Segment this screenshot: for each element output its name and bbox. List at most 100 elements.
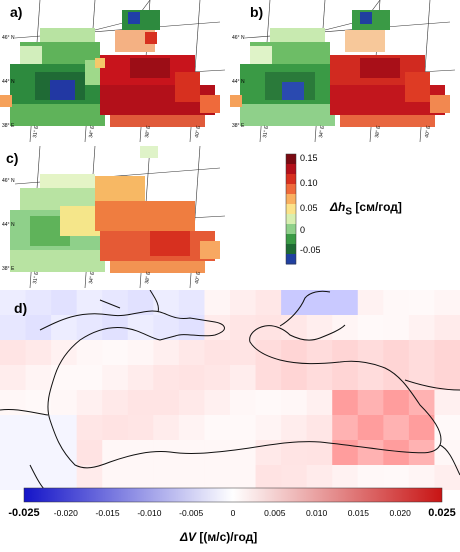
colorbar-v-bar [23, 487, 443, 503]
panel-d-cell [255, 290, 282, 316]
panel-a-label: a) [10, 4, 23, 20]
panel-d-cell [306, 315, 333, 341]
panel-d-cell [76, 415, 103, 441]
colorbar-hs-unit: [см/год] [352, 200, 402, 214]
panel-d-cell [25, 465, 52, 491]
colorbar-hs-swatch [286, 244, 296, 255]
panel-d-cell [408, 465, 435, 491]
panel-d-cell [178, 365, 205, 391]
panel-d-cell [408, 365, 435, 391]
panel-d-cell [178, 465, 205, 491]
colorbar-hs-swatch [286, 254, 296, 265]
colorbar-hs-swatch [286, 204, 296, 215]
panel-d-cell [230, 340, 257, 366]
panel-d-cell [25, 315, 52, 341]
panel-d-cell [434, 415, 460, 441]
colorbar-hs-tick: 0 [300, 225, 305, 235]
panel-d-cell [357, 465, 384, 491]
panel-d-cell [51, 440, 78, 466]
panel-d-cell [357, 290, 384, 316]
lat-tick-46: 46° N [2, 178, 15, 184]
colorbar-v-tick: 0 [231, 508, 236, 518]
panel-d-cell [230, 290, 257, 316]
panel-d-cell [306, 340, 333, 366]
colorbar-v-tick: 0.005 [264, 508, 286, 518]
colorbar-hs-swatch [286, 184, 296, 195]
panel-d-cell [25, 440, 52, 466]
panel-d-cell [127, 415, 154, 441]
panel-d-cell [230, 315, 257, 341]
panel-d-cell [230, 440, 257, 466]
panel-d-cell [153, 465, 180, 491]
colorbar-v-tick: 0.015 [348, 508, 370, 518]
panel-d-cell [255, 340, 282, 366]
panel-d-cell [434, 465, 460, 491]
panel-c-label: c) [6, 150, 19, 166]
lon-tick-34: 34° E [88, 125, 96, 139]
panel-b-label: b) [250, 4, 264, 20]
panel-a-map: 46° N 44° N 38° E 31° E 34° E 38° E 40° … [0, 0, 226, 143]
panel-d-cell [51, 340, 78, 366]
colorbar-v-symbol: ΔV [180, 530, 197, 544]
panel-d-cell [153, 390, 180, 416]
lat-tick-44: 44° N [2, 222, 15, 228]
panel-b: 46° N 44° N 38° E 31° E 34° E 38° E 40° … [230, 0, 460, 143]
panel-d-cell [204, 415, 231, 441]
panel-d-cell [204, 315, 231, 341]
panel-d-cell [76, 390, 103, 416]
colorbar-v-tick: 0.020 [390, 508, 412, 518]
colorbar-hs-swatch [286, 214, 296, 225]
panel-a: 46° N 44° N 38° E 31° E 34° E 38° E 40° … [0, 0, 230, 143]
colorbar-hs-svg: 0.15 0.10 0.05 0 -0.05 [285, 153, 321, 265]
panel-d-label: d) [14, 300, 28, 316]
panel-d-cell [178, 290, 205, 316]
panel-d-cell [0, 390, 27, 416]
panel-d-cell [255, 390, 282, 416]
colorbar-hs-swatch [286, 194, 296, 205]
panel-d-cell [178, 340, 205, 366]
panel-d-map [0, 289, 460, 491]
panel-d-cells [0, 290, 460, 491]
panel-a-west-cells [0, 10, 160, 126]
panel-d-cell [332, 315, 359, 341]
panel-d-cell [127, 340, 154, 366]
panel-d-cell [408, 315, 435, 341]
panel-d-cell [306, 465, 333, 491]
panel-d-cell [204, 340, 231, 366]
lat-tick-46: 46° N [232, 35, 245, 41]
panel-d-cell [357, 440, 384, 466]
panel-d-cell [76, 340, 103, 366]
colorbar-v-tick: 0.025 [428, 507, 456, 519]
panel-d-cell [0, 465, 27, 491]
panel-d-cell [332, 365, 359, 391]
panel-d-cell [306, 415, 333, 441]
panel-d-cell [127, 390, 154, 416]
colorbar-v-tick: 0.010 [306, 508, 328, 518]
colorbar-v-tick: -0.020 [54, 508, 78, 518]
panel-d: -0.025 -0.020 -0.015 -0.010 -0.005 0 0.005 0.01… [0, 289, 460, 552]
panel-d-cell [357, 315, 384, 341]
colorbar-hs-swatch [286, 154, 296, 165]
panel-d-cell [51, 390, 78, 416]
panel-d-cell [357, 415, 384, 441]
colorbar-v-title: ΔV [(м/с)/год] [180, 530, 257, 544]
panel-d-cell [102, 415, 129, 441]
lat-tick-44: 44° N [2, 79, 15, 85]
panel-d-cell [76, 290, 103, 316]
panel-d-cell [357, 365, 384, 391]
lon-tick-38b: 38° E [144, 125, 152, 139]
colorbar-hs: 0.15 0.10 0.05 0 -0.05 ΔhS [см/год] [280, 150, 460, 270]
panel-d-cell [332, 415, 359, 441]
lon-tick-38b: 38° E [374, 125, 382, 139]
panel-d-cell [281, 465, 308, 491]
panel-d-cell [76, 440, 103, 466]
panel-d-cell [0, 315, 27, 341]
panel-d-coastline [0, 289, 460, 491]
panel-d-cell [0, 340, 27, 366]
colorbar-hs-subscript: S [345, 206, 353, 218]
lat-tick-38: 38° E [2, 266, 15, 272]
lon-tick-40: 40° E [194, 125, 202, 139]
panel-a-east-cells [95, 55, 220, 127]
colorbar-hs-swatch [286, 234, 296, 245]
panel-d-cell [178, 390, 205, 416]
